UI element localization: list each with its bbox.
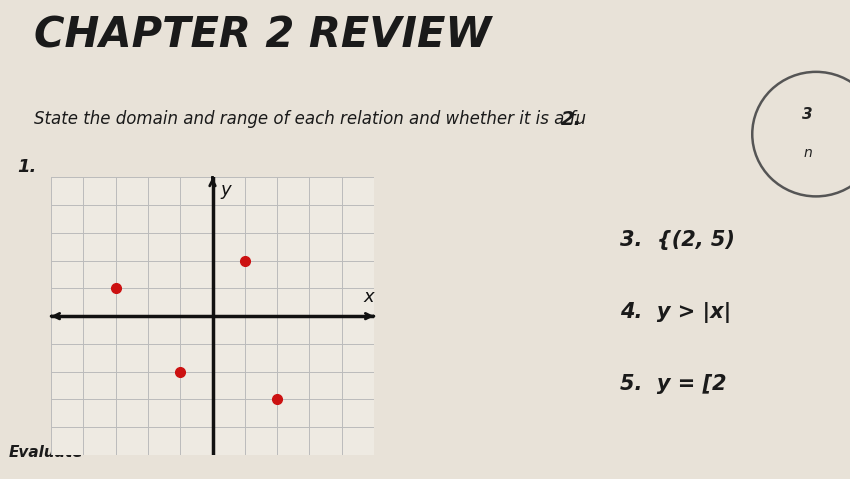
Text: 3.  {(2, 5): 3. {(2, 5): [620, 230, 735, 250]
Text: 5.  y = [2: 5. y = [2: [620, 374, 727, 394]
Text: Evaluate: Evaluate: [8, 445, 83, 460]
Text: 1.: 1.: [17, 158, 37, 176]
Text: x: x: [364, 288, 375, 307]
Text: 4.  y > |x|: 4. y > |x|: [620, 302, 732, 323]
Text: CHAPTER 2 REVIEW: CHAPTER 2 REVIEW: [34, 14, 491, 57]
Text: State the domain and range of each relation and whether it is a fu: State the domain and range of each relat…: [34, 110, 586, 128]
Text: 2.: 2.: [561, 110, 582, 129]
Text: 3: 3: [802, 107, 813, 123]
Text: n: n: [803, 146, 812, 160]
Text: y: y: [220, 182, 231, 199]
